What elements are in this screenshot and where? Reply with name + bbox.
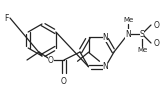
- Text: Me: Me: [137, 47, 147, 53]
- Text: N: N: [103, 33, 108, 42]
- Text: F: F: [5, 13, 9, 22]
- Text: Me: Me: [123, 17, 133, 23]
- Text: O: O: [154, 21, 160, 30]
- Text: O: O: [48, 56, 54, 65]
- Text: N: N: [125, 30, 131, 39]
- Text: N: N: [103, 62, 108, 71]
- Text: O: O: [61, 77, 67, 86]
- Text: O: O: [154, 39, 160, 48]
- Text: S: S: [140, 30, 144, 39]
